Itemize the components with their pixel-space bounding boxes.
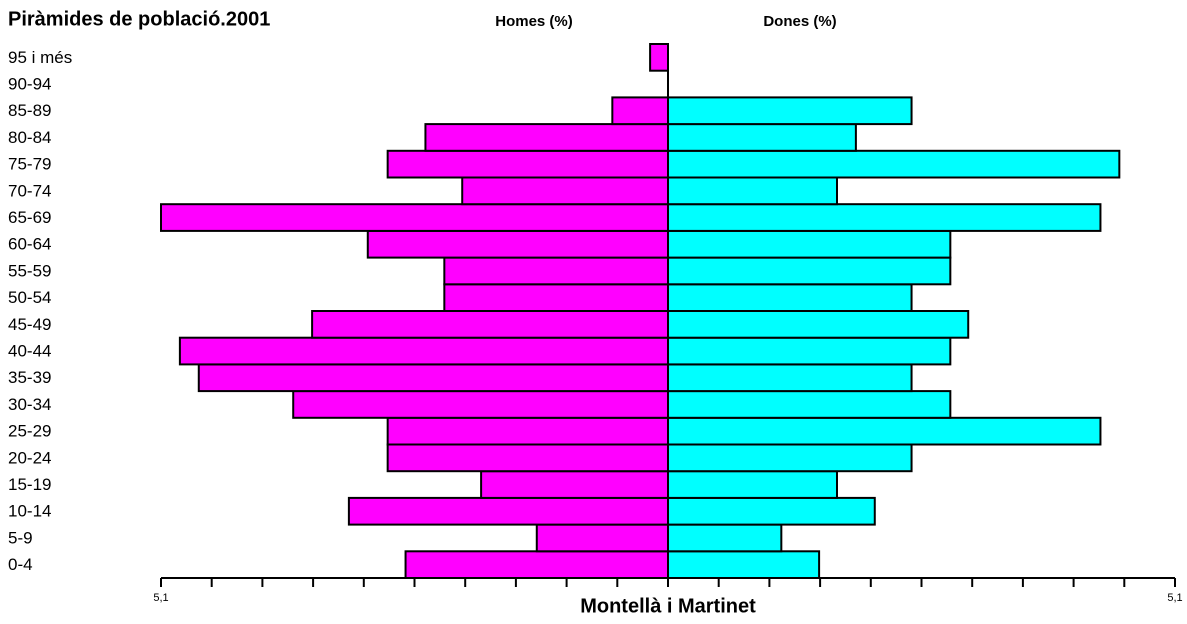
bar <box>386 416 669 446</box>
bar <box>667 363 913 393</box>
bar <box>667 176 838 206</box>
category-label: 90-94 <box>8 75 51 94</box>
bar <box>667 416 1102 446</box>
bar <box>443 283 669 312</box>
legend-right: Dones (%) <box>763 13 836 30</box>
category-label: 65-69 <box>8 208 51 227</box>
bar <box>667 496 876 526</box>
x-tick-label: 5,1 <box>153 592 168 604</box>
category-label: 5-9 <box>8 528 33 547</box>
bar <box>667 390 952 419</box>
bar <box>480 470 670 499</box>
bar <box>667 149 1121 179</box>
bar <box>667 470 838 499</box>
bar <box>611 96 669 126</box>
bar <box>443 256 669 286</box>
bar <box>386 149 669 179</box>
bar <box>667 229 952 259</box>
bar <box>311 310 669 339</box>
bar <box>424 123 670 152</box>
bar <box>347 496 669 526</box>
bar <box>667 203 1102 232</box>
category-label: 25-29 <box>8 422 51 441</box>
chart-title: Piràmides de població.2001 <box>8 8 270 30</box>
bar <box>649 43 670 72</box>
category-label: 55-59 <box>8 261 51 280</box>
bar <box>160 203 669 232</box>
category-label: 10-14 <box>8 502 51 521</box>
bar <box>667 310 970 339</box>
category-label: 20-24 <box>8 448 51 467</box>
bar <box>667 443 913 473</box>
bar <box>461 176 669 206</box>
category-label: 75-79 <box>8 155 51 174</box>
category-label: 80-84 <box>8 128 51 147</box>
bar <box>197 363 670 393</box>
category-label: 15-19 <box>8 475 51 494</box>
bar <box>667 96 913 126</box>
category-label: 40-44 <box>8 342 51 361</box>
x-tick-label: 5,1 <box>1167 592 1182 604</box>
category-label: 30-34 <box>8 395 51 414</box>
bar <box>667 336 952 366</box>
category-label: 95 i més <box>8 48 72 67</box>
bar <box>667 550 821 579</box>
category-label: 50-54 <box>8 288 51 307</box>
bar <box>366 229 669 259</box>
bar <box>178 336 669 366</box>
x-axis-label: Montellà i Martinet <box>580 595 756 617</box>
category-label: 85-89 <box>8 101 51 120</box>
bar <box>404 550 669 579</box>
bar <box>667 256 952 286</box>
legend-left: Homes (%) <box>495 13 573 30</box>
category-label: 45-49 <box>8 315 51 334</box>
category-label: 70-74 <box>8 181 51 200</box>
bar <box>535 523 670 553</box>
bar <box>667 283 913 312</box>
bar <box>386 443 669 473</box>
bar <box>667 523 783 553</box>
bar <box>667 123 857 152</box>
category-label: 35-39 <box>8 368 51 387</box>
category-label: 60-64 <box>8 235 51 254</box>
category-label: 0-4 <box>8 555 33 574</box>
bar <box>292 390 669 419</box>
